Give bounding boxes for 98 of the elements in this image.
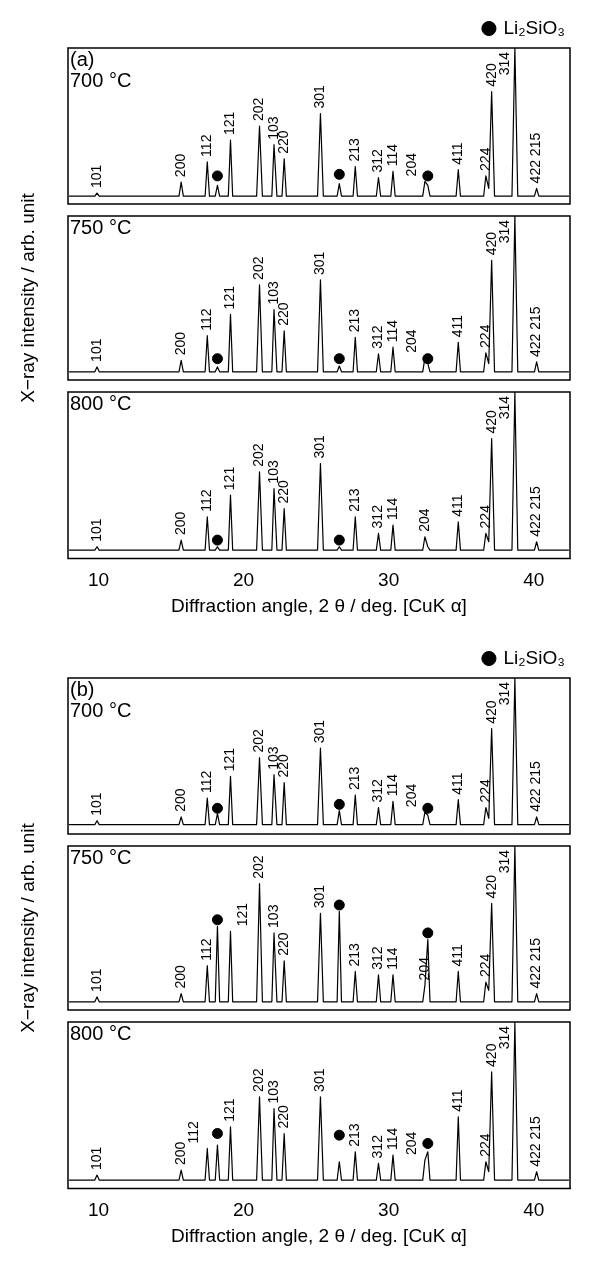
annotation: 200 bbox=[172, 153, 189, 178]
x-tick-label: 40 bbox=[523, 569, 545, 591]
annotation: 301 bbox=[311, 884, 328, 909]
annotation: 204 bbox=[402, 329, 419, 353]
annotation: 422 215 bbox=[527, 306, 544, 357]
x-axis-title: Diffraction angle, 2 θ / deg. [CuK α] bbox=[171, 594, 467, 616]
annotation: 312 bbox=[369, 325, 386, 349]
annotation: 103 bbox=[264, 1079, 281, 1104]
annotation: 422 215 bbox=[527, 937, 544, 989]
x-tick-label: 20 bbox=[232, 1199, 255, 1221]
annotation: 213 bbox=[346, 308, 363, 333]
annotation: 101 bbox=[87, 1146, 104, 1171]
annotation: 220 bbox=[275, 302, 292, 326]
annotation: 114 bbox=[383, 319, 400, 343]
annotation: 202 bbox=[250, 728, 267, 753]
annotation: 200 bbox=[172, 331, 189, 356]
annotation: 112 bbox=[198, 308, 215, 331]
annotation: 200 bbox=[172, 511, 189, 536]
annotation: 301 bbox=[311, 434, 328, 459]
annotation: 213 bbox=[346, 137, 363, 162]
annotation: 114 bbox=[383, 947, 400, 970]
annotation: 202 bbox=[250, 1068, 267, 1092]
annotation: 204 bbox=[402, 1131, 419, 1156]
annotation: 422 215 bbox=[527, 761, 544, 812]
annotation: 312 bbox=[369, 946, 386, 970]
annotation: 750 °C bbox=[70, 215, 132, 238]
annotation: 121 bbox=[221, 1098, 238, 1122]
annotation: 101 bbox=[87, 164, 104, 189]
annotation: 312 bbox=[369, 504, 386, 529]
annotation: 204 bbox=[415, 508, 432, 532]
annotation: 121 bbox=[221, 747, 238, 772]
annotation: 312 bbox=[369, 778, 386, 803]
annotation: 202 bbox=[250, 855, 267, 879]
annotation: 112 bbox=[198, 489, 215, 512]
x-tick-label: 30 bbox=[378, 1199, 400, 1221]
annotation: 121 bbox=[234, 902, 251, 927]
legend-label: Li₂SiO₃ bbox=[503, 16, 565, 38]
annotation: 220 bbox=[275, 1104, 292, 1129]
annotation: 213 bbox=[346, 766, 363, 790]
annotation: 411 bbox=[449, 772, 466, 795]
annotation: 420 bbox=[482, 874, 499, 899]
annotation: 114 bbox=[383, 773, 400, 797]
annotation: 101 bbox=[87, 338, 104, 362]
annotation: 101 bbox=[87, 792, 104, 816]
annotation: 200 bbox=[172, 965, 189, 989]
annotation: (b) bbox=[70, 677, 95, 700]
annotation: 202 bbox=[250, 256, 267, 280]
annotation: 750 °C bbox=[70, 845, 132, 868]
annotation: 301 bbox=[311, 1068, 328, 1092]
x-tick-label: 20 bbox=[232, 569, 255, 591]
annotation: 202 bbox=[250, 97, 267, 121]
annotation: 411 bbox=[449, 943, 466, 967]
annotation: 200 bbox=[172, 788, 189, 812]
annotation: 213 bbox=[346, 488, 363, 512]
legend-label: Li₂SiO₃ bbox=[503, 646, 565, 668]
annotation: 101 bbox=[87, 518, 104, 542]
x-tick-label: 40 bbox=[523, 1199, 545, 1221]
annotation: 103 bbox=[264, 904, 281, 928]
annotation: 422 215 bbox=[527, 485, 544, 537]
annotation: 204 bbox=[402, 783, 419, 808]
annotation: 301 bbox=[311, 251, 328, 275]
annotation: 411 bbox=[449, 314, 466, 338]
annotation: 422 215 bbox=[527, 1115, 544, 1167]
annotation: 312 bbox=[369, 148, 386, 173]
annotation: 800 °C bbox=[70, 1021, 132, 1044]
annotation: 112 bbox=[185, 1120, 202, 1144]
x-tick-label: 10 bbox=[87, 1199, 110, 1221]
annotation: 114 bbox=[383, 497, 400, 521]
annotation: (a) bbox=[70, 47, 95, 70]
annotation: 114 bbox=[383, 143, 400, 167]
annotation: 200 bbox=[172, 1141, 189, 1166]
annotation: 121 bbox=[221, 466, 238, 491]
x-axis-title: Diffraction angle, 2 θ / deg. [CuK α] bbox=[171, 1224, 467, 1246]
annotation: 800 °C bbox=[70, 391, 132, 414]
annotation: 301 bbox=[311, 719, 328, 744]
annotation: 112 bbox=[198, 938, 215, 961]
annotation: 301 bbox=[311, 84, 328, 109]
annotation: 112 bbox=[198, 770, 215, 794]
annotation: 114 bbox=[383, 1127, 400, 1151]
x-tick-label: 10 bbox=[87, 569, 110, 591]
annotation: 121 bbox=[221, 111, 238, 136]
annotation: 204 bbox=[402, 152, 419, 177]
annotation: 312 bbox=[369, 1134, 386, 1159]
annotation: 213 bbox=[346, 942, 363, 967]
annotation: 411 bbox=[449, 142, 466, 165]
annotation: 314 bbox=[495, 849, 512, 874]
x-tick-label: 30 bbox=[378, 569, 400, 591]
y-axis-title: X−ray intensity / arb. unit bbox=[17, 823, 39, 1033]
annotation: 112 bbox=[198, 134, 215, 157]
annotation: 411 bbox=[449, 494, 466, 517]
annotation: 220 bbox=[275, 932, 292, 956]
y-axis-title: X−ray intensity / arb. unit bbox=[17, 193, 39, 403]
annotation: 202 bbox=[250, 443, 267, 467]
annotation: 213 bbox=[346, 1123, 363, 1147]
annotation: 411 bbox=[449, 1089, 466, 1112]
annotation: 101 bbox=[87, 968, 104, 992]
annotation: 422 215 bbox=[527, 132, 544, 184]
annotation: 121 bbox=[221, 285, 238, 310]
